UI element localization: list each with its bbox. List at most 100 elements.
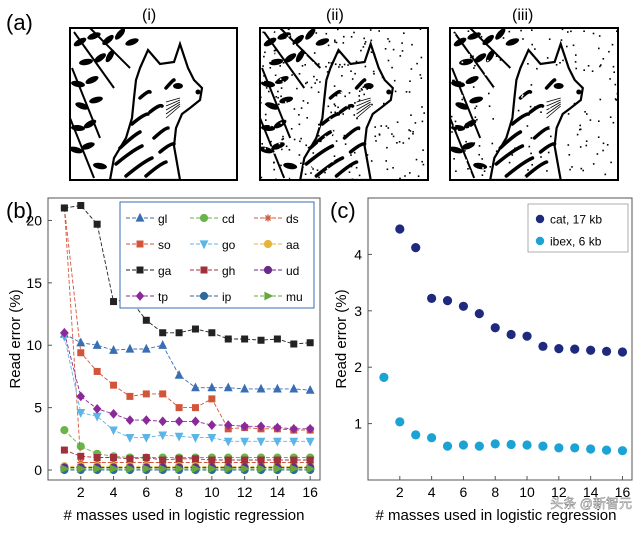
chart-b-ylabel: Read error (%) <box>7 289 24 388</box>
point-go <box>223 437 233 447</box>
point-gl <box>289 383 299 393</box>
point-ga <box>60 204 68 212</box>
point-mu <box>191 464 201 474</box>
series-ibex <box>379 372 628 456</box>
point-gh <box>77 452 85 460</box>
point-so <box>159 390 167 398</box>
subpanel-label-ii: (ii) <box>326 7 344 24</box>
point-ibex <box>617 446 628 456</box>
legend-marker-ds <box>264 214 272 222</box>
point-mu <box>224 464 234 474</box>
point-so <box>208 395 216 403</box>
legend-label-cat: cat, 17 kb <box>550 213 602 227</box>
point-cat <box>586 345 596 355</box>
point-gl <box>76 337 86 347</box>
point-tp <box>109 409 118 419</box>
point-ga <box>175 329 183 337</box>
point-cat <box>474 309 484 319</box>
chart-b-frame <box>47 197 321 481</box>
point-gh <box>175 455 183 463</box>
point-tp <box>289 423 299 434</box>
point-tp <box>223 420 233 430</box>
legend-label-ud: ud <box>286 264 299 278</box>
point-ga <box>191 325 199 333</box>
leaf-pattern <box>70 28 139 179</box>
legend-item-ibex: ibex, 6 kb <box>535 235 602 249</box>
point-mu <box>273 464 283 474</box>
point-ga <box>208 329 216 337</box>
point-gh <box>224 456 232 464</box>
point-go <box>92 412 102 422</box>
legend-marker-ud <box>263 265 273 275</box>
point-mu <box>208 464 218 474</box>
legend-item-so: so <box>126 238 171 252</box>
x-tick-label: 8 <box>175 484 183 500</box>
point-go <box>207 433 217 443</box>
point-cat <box>411 243 421 253</box>
series-line-go <box>63 336 311 442</box>
x-tick-label: 2 <box>396 484 404 500</box>
point-mu <box>159 464 168 474</box>
point-so <box>93 367 101 375</box>
legend-item-tp: tp <box>126 290 168 304</box>
series-mu <box>60 464 316 474</box>
point-tp <box>305 423 315 434</box>
cat-stripes <box>494 78 557 178</box>
y-tick-label: 1 <box>354 416 362 432</box>
x-tick-label: 14 <box>583 484 599 500</box>
legend-item-cd: cd <box>190 212 235 226</box>
cat-drawing <box>70 28 237 180</box>
x-tick-label: 6 <box>142 484 150 500</box>
legend-label-ip: ip <box>222 290 232 304</box>
legend-label-ibex: ibex, 6 kb <box>550 235 602 249</box>
point-ga <box>273 335 281 343</box>
point-so <box>191 404 199 412</box>
point-mu <box>142 464 152 474</box>
y-tick-label: 5 <box>34 400 42 416</box>
point-cat <box>522 331 532 341</box>
legend-marker-go <box>199 240 209 250</box>
x-tick-label: 10 <box>519 484 535 500</box>
point-gh <box>273 456 281 464</box>
legend-label-so: so <box>158 238 171 252</box>
legend-label-aa: aa <box>286 238 300 252</box>
point-go <box>272 437 282 447</box>
point-ibex <box>458 440 469 450</box>
point-go <box>158 431 168 441</box>
point-gh <box>191 455 199 463</box>
point-gl <box>158 340 168 349</box>
point-tp <box>191 416 200 427</box>
point-cat <box>395 224 405 234</box>
point-gl <box>92 340 102 349</box>
point-mu <box>306 464 316 474</box>
point-ibex <box>490 439 500 449</box>
point-gh <box>290 456 298 464</box>
point-ga <box>77 201 85 209</box>
point-gh <box>110 454 118 462</box>
point-mu <box>175 464 185 474</box>
point-cat <box>601 346 612 357</box>
series-line-so <box>63 207 311 431</box>
legend-label-go: go <box>222 238 236 252</box>
point-tp <box>92 404 102 414</box>
chart-b-xlabel: # masses used in logistic regression <box>64 507 305 524</box>
point-ga <box>290 340 298 348</box>
chart-c-series <box>379 224 628 456</box>
chart-c-ylabel: Read error (%) <box>333 289 350 388</box>
legend-marker-cd <box>199 213 209 223</box>
point-gl <box>305 384 315 394</box>
point-gl <box>109 345 118 354</box>
series-tp <box>60 327 315 434</box>
subpanel-label-iii: (iii) <box>512 7 533 24</box>
y-tick-label: 4 <box>354 246 362 262</box>
legend-label-ga: ga <box>158 264 172 278</box>
point-go <box>256 437 266 447</box>
legend-label-gh: gh <box>222 264 235 278</box>
legend-label-gl: gl <box>158 212 167 226</box>
panel-label-c: (c) <box>330 198 356 223</box>
x-tick-label: 4 <box>428 484 436 500</box>
point-mu <box>257 464 267 474</box>
point-ibex <box>395 417 405 427</box>
point-ibex <box>411 430 421 440</box>
